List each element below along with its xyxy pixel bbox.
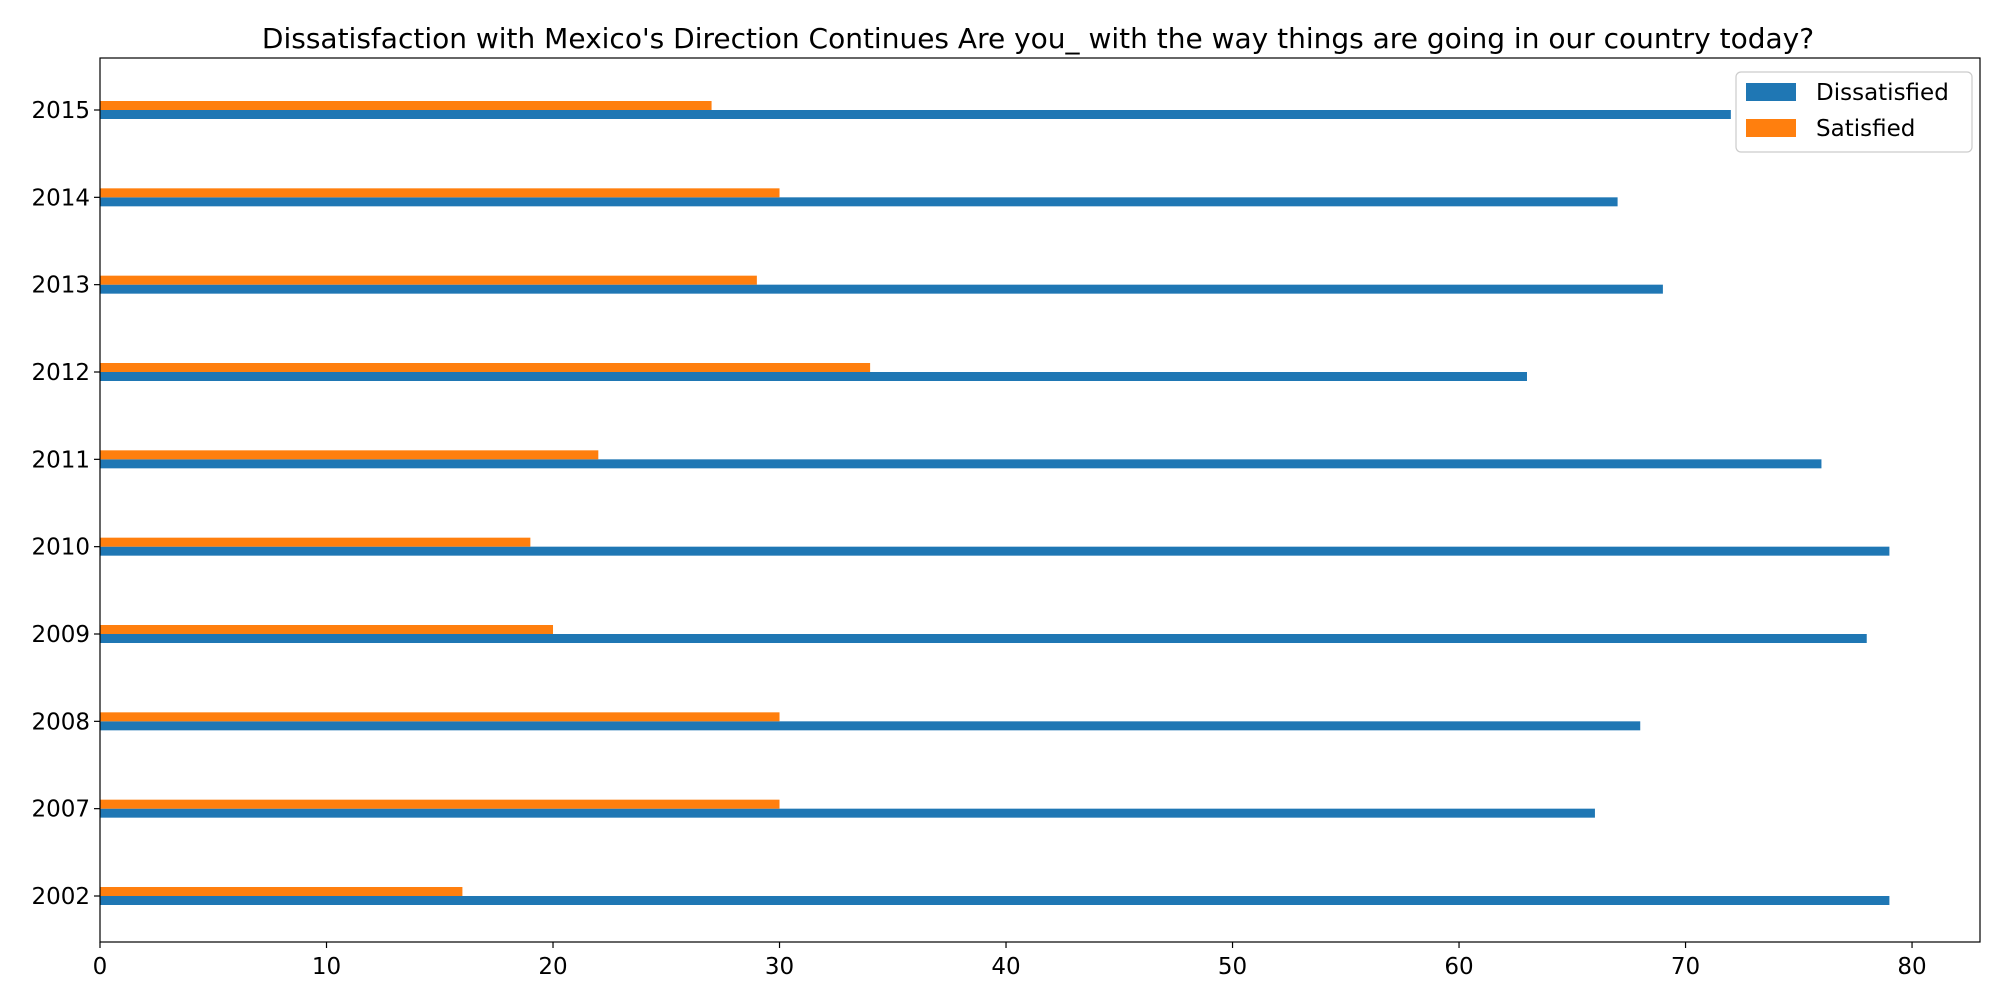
x-tick-label-20: 20	[538, 954, 567, 980]
chart-title: Dissatisfaction with Mexico's Direction …	[262, 22, 1814, 55]
bar-dissatisfied-2013	[100, 284, 1663, 294]
bar-dissatisfied-2010	[100, 546, 1890, 556]
bar-dissatisfied-2015	[100, 110, 1731, 119]
bar-satisfied-2008	[100, 712, 780, 722]
y-tick-label-2008: 2008	[31, 709, 90, 735]
y-tick-label-2015: 2015	[31, 98, 90, 124]
x-tick-labels: 0 10 20 30 40 50 60 70 80	[93, 954, 1927, 980]
y-tick-label-2012: 2012	[31, 360, 90, 386]
bars-group	[100, 101, 1890, 905]
bar-dissatisfied-2009	[100, 634, 1867, 643]
y-tick-labels: 2002 2007 2008 2009 2010 2011 2012 2013 2014 2015	[31, 98, 90, 910]
y-tick-label-2014: 2014	[31, 185, 90, 211]
y-tick-label-2010: 2010	[31, 535, 90, 561]
axes-group	[94, 57, 1981, 948]
bar-satisfied-2011	[100, 450, 599, 460]
legend-label-dissatisfied: Dissatisfied	[1816, 80, 1949, 106]
legend-swatch-dissatisfied	[1746, 83, 1796, 101]
bar-dissatisfied-2014	[100, 197, 1618, 207]
bar-satisfied-2009	[100, 625, 554, 634]
y-tick-label-2002: 2002	[31, 884, 90, 910]
plot-frame	[99, 57, 1981, 943]
bar-satisfied-2002	[100, 887, 463, 896]
x-tick-label-10: 10	[312, 954, 341, 980]
x-tick-label-70: 70	[1671, 954, 1700, 980]
x-tick-label-80: 80	[1897, 954, 1926, 980]
legend-label-satisfied: Satisfied	[1816, 116, 1915, 142]
y-tick-label-2011: 2011	[31, 447, 90, 473]
x-tick-label-30: 30	[765, 954, 794, 980]
bar-dissatisfied-2011	[100, 459, 1822, 469]
x-tick-label-40: 40	[991, 954, 1020, 980]
x-tick-label-50: 50	[1218, 954, 1247, 980]
bar-satisfied-2015	[100, 101, 712, 110]
bar-satisfied-2007	[100, 799, 780, 809]
bar-satisfied-2014	[100, 188, 780, 198]
legend: Dissatisfied Satisfied	[1735, 71, 1973, 153]
legend-swatch-satisfied	[1746, 119, 1796, 137]
y-tick-label-2007: 2007	[31, 797, 90, 823]
x-tick-label-0: 0	[93, 954, 108, 980]
bar-satisfied-2010	[100, 537, 531, 547]
bar-satisfied-2012	[100, 363, 871, 372]
bar-dissatisfied-2007	[100, 808, 1595, 818]
bar-satisfied-2013	[100, 275, 757, 285]
y-tick-label-2009: 2009	[31, 622, 90, 648]
bar-dissatisfied-2012	[100, 372, 1527, 381]
bar-dissatisfied-2002	[100, 896, 1890, 905]
x-tick-label-60: 60	[1444, 954, 1473, 980]
bar-dissatisfied-2008	[100, 721, 1641, 731]
y-tick-label-2013: 2013	[31, 273, 90, 299]
